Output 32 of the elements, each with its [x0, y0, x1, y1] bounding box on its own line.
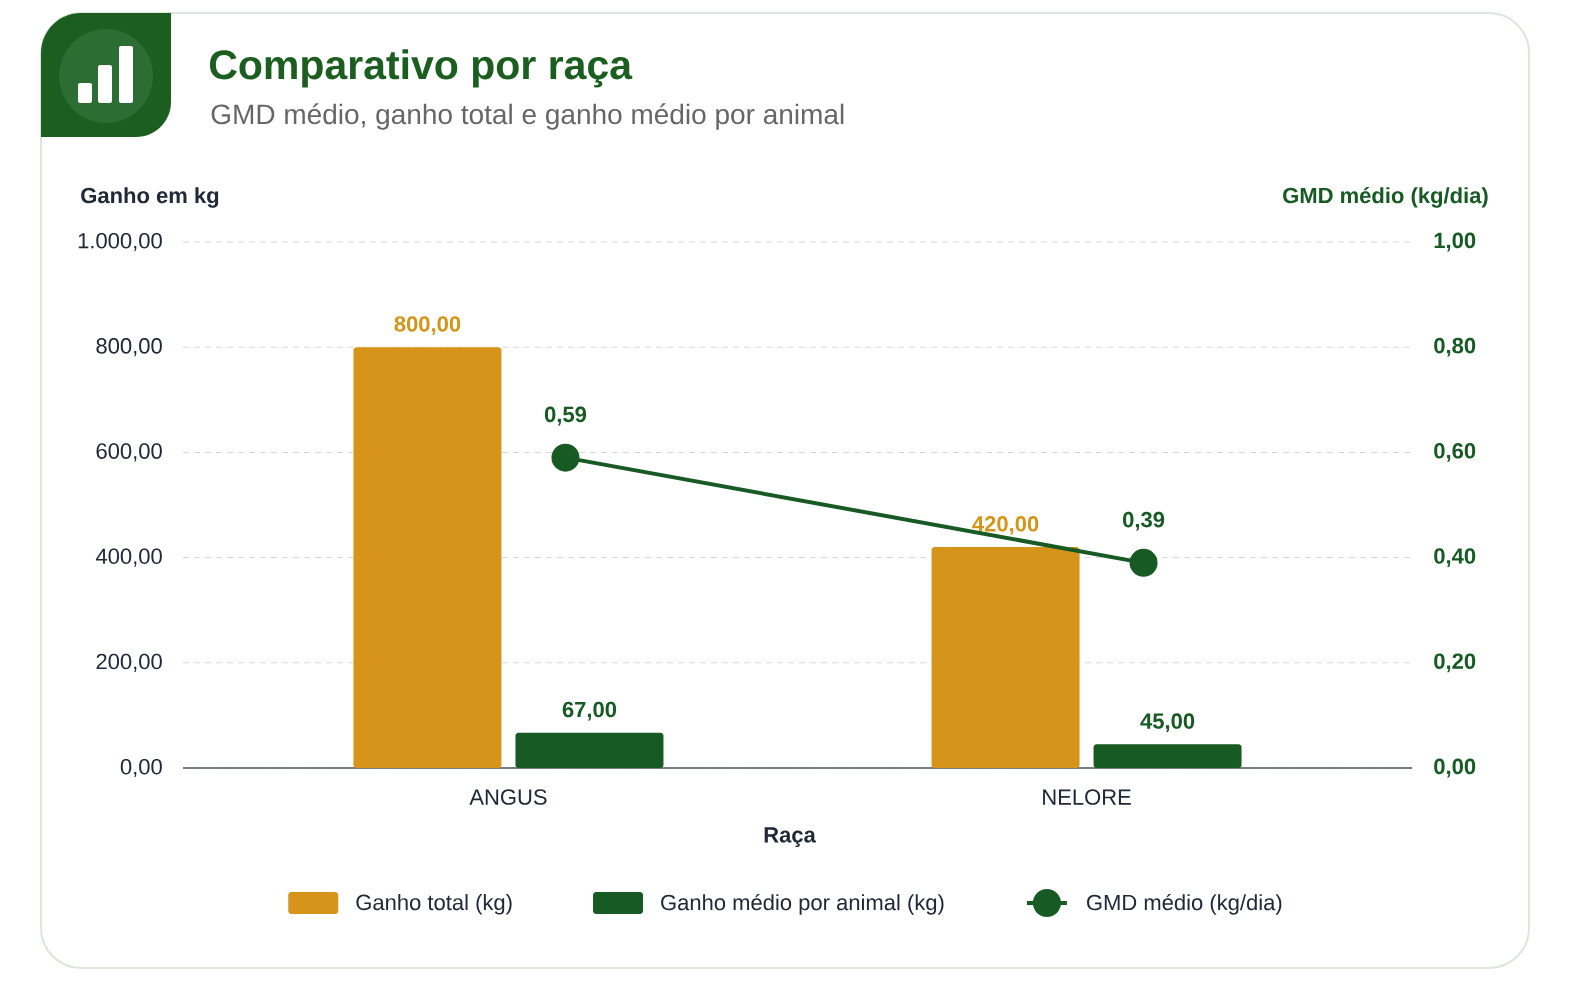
bar [931, 547, 1080, 768]
data-label: 45,00 [1140, 713, 1195, 733]
data-label: 67,00 [562, 701, 617, 721]
y-tick-label: 600,00 [96, 443, 162, 462]
y-tick-label: 1.000,00 [78, 232, 162, 252]
legend-label: Ganho total (kg) [356, 894, 512, 915]
bar [515, 732, 664, 768]
bar [353, 347, 502, 768]
y-tick-label: 200,00 [96, 653, 162, 672]
bar [1093, 744, 1242, 768]
data-label: 420,00 [972, 516, 1039, 535]
data-label: 0,39 [1123, 511, 1165, 531]
y2-tick-label: 0,40 [1434, 548, 1476, 567]
y-tick-label: 800,00 [96, 338, 162, 357]
y2-tick-label: 0,80 [1434, 337, 1476, 357]
y2-tick-label: 0,00 [1434, 758, 1476, 778]
y-tick-label: 0,00 [120, 758, 162, 778]
x-tick-label: NELORE [1043, 789, 1131, 805]
data-label: 800,00 [394, 316, 461, 335]
y2-tick-label: 1,00 [1434, 232, 1476, 252]
x-axis-title: Raça [764, 827, 816, 847]
legend-label: GMD médio (kg/dia) [1087, 893, 1282, 915]
legend-label: Ganho médio por animal (kg) [661, 893, 944, 915]
data-label: 0,59 [544, 406, 587, 426]
x-tick-label: ANGUS [469, 789, 547, 805]
chart-subtitle: GMD médio, ganho total e ganho médio por animal [211, 103, 844, 130]
y2-tick-label: 0,60 [1434, 443, 1476, 462]
y2-tick-label: 0,20 [1434, 653, 1476, 673]
y-axis-title: Ganho em kg [81, 187, 219, 208]
y-tick-label: 400,00 [95, 548, 162, 567]
chart-title: Comparativo por raça [209, 49, 633, 88]
y2-axis-title: GMD médio (kg/dia) [1283, 186, 1488, 208]
